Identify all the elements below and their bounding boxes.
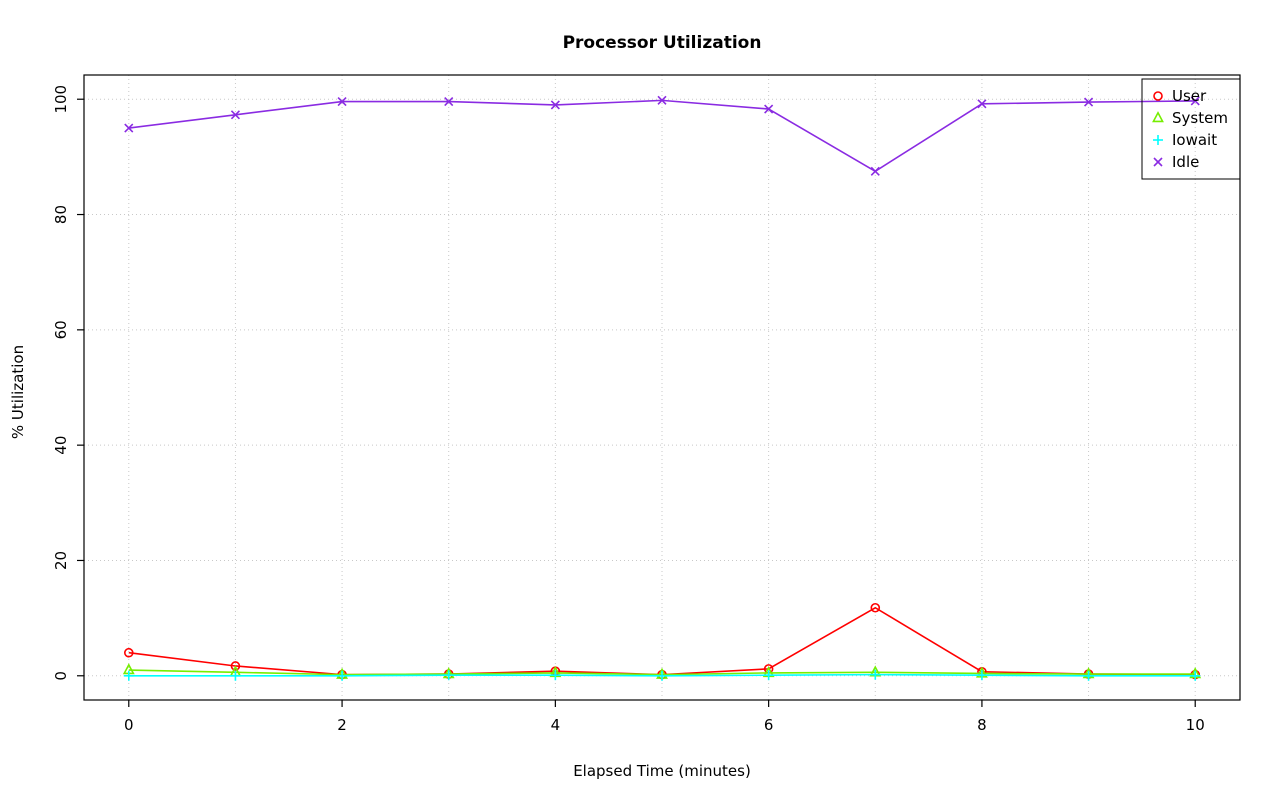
plot-box [83,74,1241,701]
y-axis-label: % Utilization [9,344,27,440]
marker-circle [1153,91,1163,101]
x-tick-label: 6 [764,716,774,734]
marker-triangle [1152,111,1164,123]
legend-label-system: System [1172,109,1228,127]
marker-x [230,110,240,120]
chart-title: Processor Utilization [562,33,762,53]
x-tick-label: 0 [124,716,134,734]
marker-x [1153,157,1163,167]
legend: User System Iowait Idle [1141,78,1241,180]
marker-circle [230,661,241,671]
y-tick-label: 60 [52,320,70,339]
y-tick-label: 80 [52,205,70,224]
x-axis-label: Elapsed Time (minutes) [573,762,751,780]
marker-circle [870,602,881,613]
legend-label-user: User [1172,87,1207,105]
x-tick-label: 10 [1186,716,1205,734]
x-tick-label: 4 [551,716,561,734]
marker-circle [123,647,134,658]
marker-x [1084,97,1094,107]
marker-x [550,100,560,110]
gridlines [84,75,1240,700]
series-idle [124,95,1200,176]
marker-x [1190,96,1200,106]
x-tick-label: 8 [977,716,987,734]
y-tick-label: 40 [52,436,70,455]
marker-x [337,96,347,107]
marker-x [657,95,667,105]
y-tick-label: 0 [52,671,70,681]
marker-x [870,166,880,176]
y-tick-label: 20 [52,551,70,570]
marker-x [977,99,987,109]
y-tick-label: 100 [52,85,70,114]
series-iowait [123,669,1201,681]
legend-label-idle: Idle [1172,153,1199,171]
x-tick-label: 2 [337,716,347,734]
legend-box [1141,78,1241,180]
marker-x [444,96,454,107]
marker-x [124,123,134,133]
marker-x [764,104,774,114]
legend-label-iowait: Iowait [1172,131,1217,149]
series-line-user [128,606,1196,676]
